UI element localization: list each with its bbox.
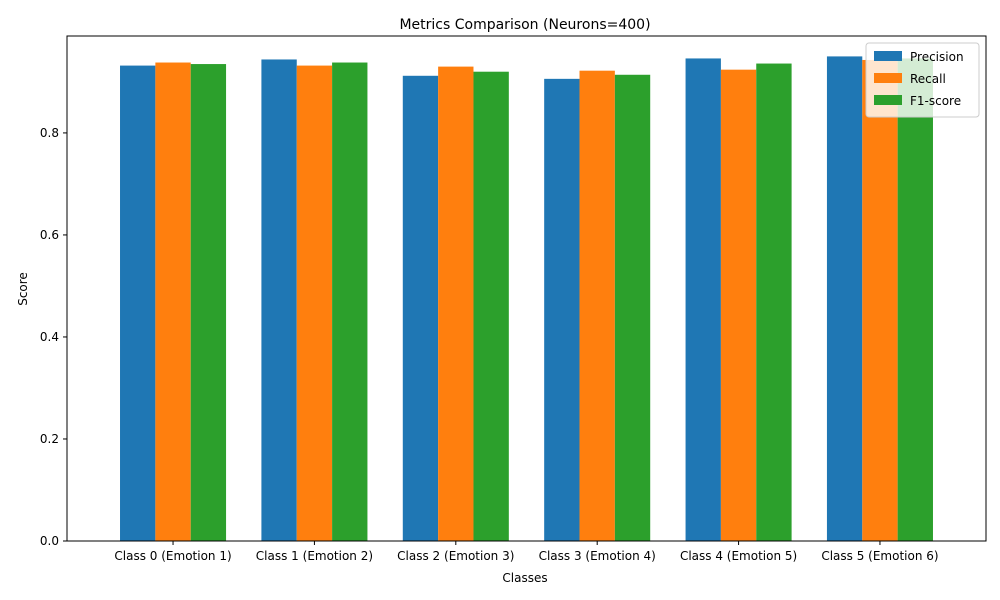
legend-label: Precision (910, 50, 964, 64)
y-tick-label: 0.6 (40, 228, 59, 242)
legend-swatch (874, 73, 902, 83)
x-axis-label: Classes (502, 571, 547, 585)
x-tick-label: Class 5 (Emotion 6) (821, 549, 938, 563)
bar-recall-class-0 (155, 62, 191, 541)
bar-precision-class-5 (826, 56, 863, 541)
bars-group (120, 56, 933, 542)
legend-label: Recall (910, 72, 946, 86)
x-tick-label: Class 0 (Emotion 1) (114, 549, 231, 563)
legend-swatch (874, 95, 902, 105)
bar-recall-class-2 (438, 66, 474, 541)
bar-f1-score-class-1 (332, 62, 368, 541)
bar-f1-score-class-4 (756, 63, 792, 541)
chart-title: Metrics Comparison (Neurons=400) (399, 17, 650, 33)
bar-precision-class-0 (120, 65, 156, 541)
y-tick-label: 0.8 (40, 126, 59, 140)
x-axis: Class 0 (Emotion 1) Class 1 (Emotion 2) Cl… (114, 541, 939, 563)
x-tick-label: Class 4 (Emotion 5) (680, 549, 797, 563)
bar-recall-class-4 (720, 69, 757, 542)
bar-f1-score-class-3 (614, 74, 651, 542)
legend-swatch (874, 51, 902, 61)
x-tick-label: Class 1 (Emotion 2) (256, 549, 373, 563)
plot-frame (66, 35, 987, 542)
y-axis-label: Score (16, 272, 30, 306)
bar-recall-class-3 (579, 70, 615, 542)
y-tick-label: 0.0 (40, 534, 59, 548)
bar-precision-class-1 (261, 59, 297, 541)
y-tick-label: 0.2 (40, 432, 59, 446)
x-tick-label: Class 2 (Emotion 3) (397, 549, 514, 563)
bar-recall-class-1 (296, 65, 333, 541)
bar-precision-class-4 (685, 58, 721, 541)
y-tick-label: 0.4 (40, 330, 59, 344)
y-axis: 0.0 0.2 0.4 0.6 0.8 (40, 126, 67, 548)
bar-f1-score-class-0 (190, 64, 227, 542)
bar-recall-class-5 (862, 59, 898, 542)
bar-precision-class-3 (544, 78, 580, 542)
bar-f1-score-class-5 (897, 58, 933, 541)
legend: Precision Recall F1-score (865, 42, 980, 118)
bar-precision-class-2 (402, 75, 439, 542)
x-tick-label: Class 3 (Emotion 4) (539, 549, 656, 563)
bar-f1-score-class-2 (473, 71, 509, 542)
legend-label: F1-score (910, 94, 961, 108)
